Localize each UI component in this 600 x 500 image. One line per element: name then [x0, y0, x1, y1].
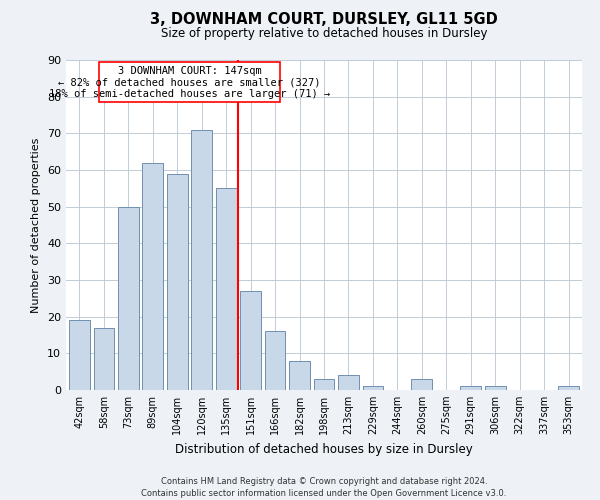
Text: ← 82% of detached houses are smaller (327): ← 82% of detached houses are smaller (32… [58, 77, 321, 87]
Bar [412, 379, 432, 390]
Bar [69, 320, 90, 390]
Text: Contains HM Land Registry data © Crown copyright and database right 2024.: Contains HM Land Registry data © Crown c… [161, 478, 487, 486]
Bar [167, 174, 188, 390]
Bar [485, 386, 506, 390]
Bar [191, 130, 212, 390]
Bar [338, 376, 359, 390]
Bar [216, 188, 236, 390]
Text: Contains public sector information licensed under the Open Government Licence v3: Contains public sector information licen… [142, 489, 506, 498]
Y-axis label: Number of detached properties: Number of detached properties [31, 138, 41, 312]
Bar [94, 328, 114, 390]
Text: 3, DOWNHAM COURT, DURSLEY, GL11 5GD: 3, DOWNHAM COURT, DURSLEY, GL11 5GD [150, 12, 498, 28]
Bar [289, 360, 310, 390]
Text: Size of property relative to detached houses in Dursley: Size of property relative to detached ho… [161, 28, 487, 40]
Bar [314, 379, 334, 390]
Bar [142, 162, 163, 390]
Bar [118, 206, 139, 390]
X-axis label: Distribution of detached houses by size in Dursley: Distribution of detached houses by size … [175, 442, 473, 456]
FancyBboxPatch shape [99, 62, 280, 102]
Bar [240, 291, 261, 390]
Bar [460, 386, 481, 390]
Text: 18% of semi-detached houses are larger (71) →: 18% of semi-detached houses are larger (… [49, 88, 330, 99]
Bar [362, 386, 383, 390]
Bar [558, 386, 579, 390]
Text: 3 DOWNHAM COURT: 147sqm: 3 DOWNHAM COURT: 147sqm [118, 66, 262, 76]
Bar [265, 332, 286, 390]
